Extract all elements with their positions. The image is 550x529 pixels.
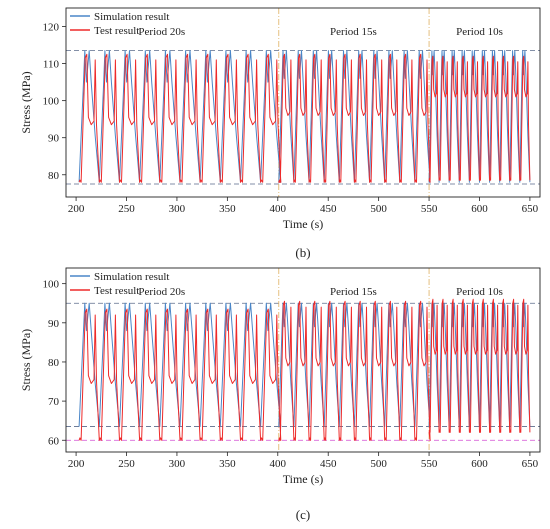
- legend: Simulation result Test result: [70, 11, 169, 37]
- period-label: Period 20s: [138, 26, 185, 38]
- x-axis-label: Time (s): [283, 472, 324, 486]
- y-tick-label: 80: [48, 170, 60, 182]
- x-tick-label: 450: [320, 458, 337, 470]
- period-label: Period 10s: [456, 286, 503, 298]
- x-tick-label: 600: [471, 458, 488, 470]
- y-axis-label: Stress (MPa): [19, 71, 33, 133]
- period-label: Period 20s: [138, 286, 185, 298]
- y-tick-label: 60: [48, 435, 60, 447]
- x-tick-label: 500: [370, 203, 387, 215]
- test-series-line: [78, 53, 531, 183]
- x-tick-label: 550: [421, 203, 438, 215]
- plot-frame: [65, 7, 541, 198]
- legend-label: Simulation result: [94, 271, 169, 283]
- y-tick-label: 80: [48, 357, 60, 369]
- x-tick-label: 300: [169, 458, 186, 470]
- x-tick-label: 350: [219, 458, 236, 470]
- period-label: Period 10s: [456, 26, 503, 38]
- legend-label: Test result: [94, 25, 139, 37]
- legend: Simulation result Test result: [70, 271, 169, 297]
- x-tick-label: 400: [270, 458, 287, 470]
- y-axis-label: Stress (MPa): [19, 329, 33, 391]
- plot-frame: [65, 267, 541, 453]
- period-label: Period 15s: [330, 26, 377, 38]
- y-tick-label: 90: [48, 318, 60, 330]
- legend-label: Simulation result: [94, 11, 169, 23]
- y-tick-label: 110: [43, 59, 60, 71]
- x-tick-label: 650: [522, 203, 539, 215]
- y-tick-label: 100: [43, 279, 60, 291]
- x-tick-label: 300: [169, 203, 186, 215]
- y-tick-label: 70: [48, 396, 60, 408]
- y-tick-label: 120: [43, 22, 60, 34]
- x-tick-label: 350: [219, 203, 236, 215]
- panel-caption: (b): [295, 245, 310, 260]
- legend-label: Test result: [94, 285, 139, 297]
- x-tick-label: 250: [118, 203, 135, 215]
- x-tick-label: 650: [522, 458, 539, 470]
- x-tick-label: 450: [320, 203, 337, 215]
- panel-caption: (c): [296, 507, 310, 522]
- test-series-line: [78, 298, 531, 441]
- plot-area: [78, 50, 531, 183]
- x-axis-label: Time (s): [283, 217, 324, 231]
- x-tick-label: 600: [471, 203, 488, 215]
- plot-area: [78, 298, 531, 441]
- x-tick-label: 500: [370, 458, 387, 470]
- y-tick-label: 90: [48, 133, 60, 145]
- period-label: Period 15s: [330, 286, 377, 298]
- x-tick-label: 400: [270, 203, 287, 215]
- x-tick-label: 200: [68, 203, 85, 215]
- chart-panel-c: 200 250 300 350 400 450 500 550 600 650 60 70 80 90 10…: [19, 267, 541, 522]
- y-tick-label: 100: [43, 96, 60, 108]
- x-tick-label: 200: [68, 458, 85, 470]
- x-tick-label: 250: [118, 458, 135, 470]
- x-tick-label: 550: [421, 458, 438, 470]
- chart-panel-b: 200 250 300 350 400 450 500 550 600 650 80 90 100 110…: [19, 7, 541, 260]
